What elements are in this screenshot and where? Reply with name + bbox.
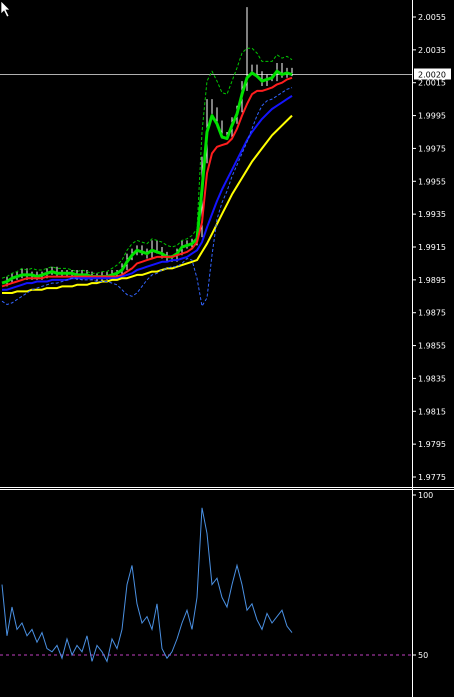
oscillator-tick-label: 50 bbox=[418, 651, 428, 660]
oscillator-tick-label: 100 bbox=[418, 491, 433, 500]
series-line-band_upper bbox=[1, 47, 293, 279]
series-line-band_lower bbox=[1, 87, 293, 307]
price-tick-label: 2.0055 bbox=[418, 13, 446, 22]
oscillator-panel bbox=[0, 507, 412, 663]
price-tick-label: 1.9895 bbox=[418, 276, 446, 285]
series-line-ma_yellow bbox=[2, 114, 293, 294]
series-line-ma_red bbox=[1, 76, 293, 288]
series-line-ma_blue bbox=[2, 95, 293, 291]
price-tick-label: 1.9935 bbox=[418, 210, 446, 219]
price-tick-label: 1.9995 bbox=[418, 112, 446, 121]
series-line-ma_fast bbox=[1, 69, 293, 285]
cursor-arrow-icon bbox=[0, 0, 11, 18]
price-tick-label: 1.9795 bbox=[418, 440, 446, 449]
oscillator-axis: 100 50 bbox=[412, 491, 433, 660]
price-tick-label: 1.9775 bbox=[418, 473, 446, 482]
price-tick-label: 2.0035 bbox=[418, 46, 446, 55]
price-tick-label: 1.9955 bbox=[418, 177, 446, 186]
price-tick-label: 1.9975 bbox=[418, 144, 446, 153]
price-tick-label: 1.9815 bbox=[418, 407, 446, 416]
series-line-oscillator bbox=[1, 507, 293, 663]
price-panel bbox=[0, 7, 412, 307]
current-price-label: 2.0020 bbox=[418, 71, 446, 80]
current-price-badge bbox=[414, 68, 451, 80]
price-tick-label: 1.9855 bbox=[418, 342, 446, 351]
price-tick-label: 1.9915 bbox=[418, 243, 446, 252]
price-tick-label: 2.0015 bbox=[418, 79, 446, 88]
price-tick-label: 1.9835 bbox=[418, 374, 446, 383]
price-tick-label: 1.9875 bbox=[418, 309, 446, 318]
